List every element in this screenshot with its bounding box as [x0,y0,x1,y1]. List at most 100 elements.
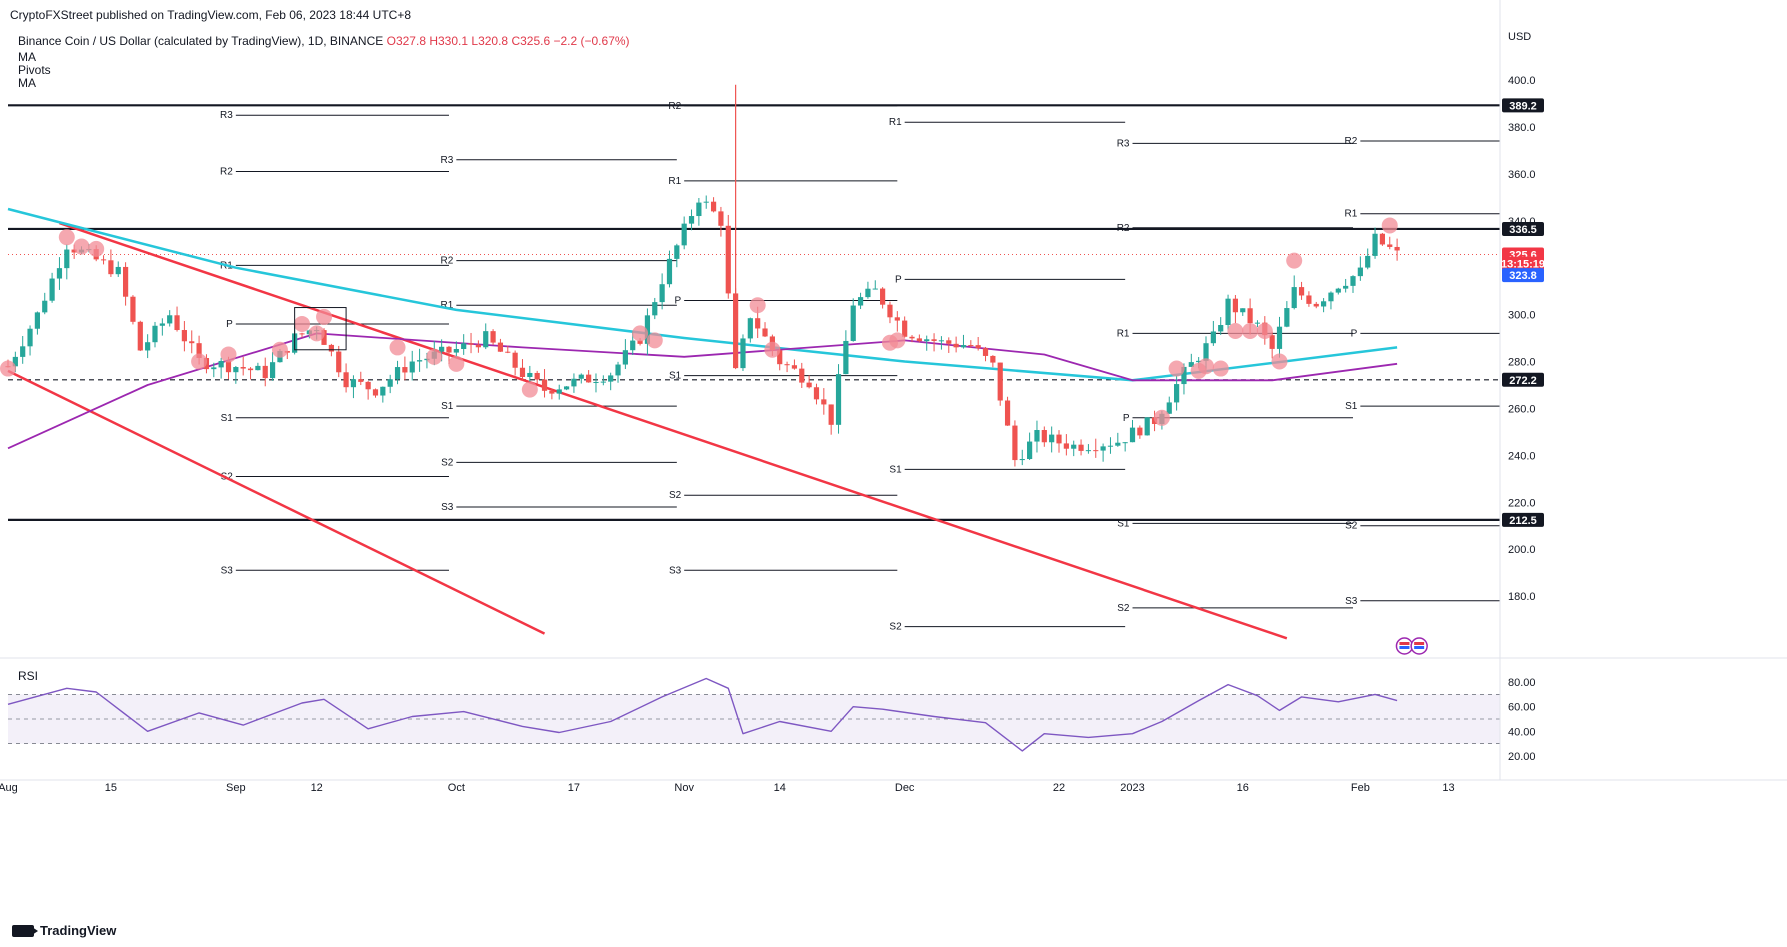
candle-body [718,211,724,226]
time-tick: Dec [895,782,915,794]
candle-body [600,381,606,383]
indicator-pivots[interactable]: Pivots [18,63,51,77]
candle [710,197,717,213]
candle-body [387,379,393,387]
candle-body [343,372,349,388]
price-tick: 300.0 [1508,310,1536,322]
candle-body [225,360,232,373]
indicator-ma-2[interactable]: MA [18,76,36,90]
candle-body [1100,446,1106,451]
pivot-label-s3: S3 [1345,596,1358,607]
candle [409,350,415,381]
touch-marker [1242,323,1259,340]
candle [1085,444,1092,454]
candle [468,332,474,354]
touch-marker [1256,323,1273,340]
candle-body [137,321,143,351]
candle [461,334,467,355]
candle [1269,331,1275,359]
candle-body [652,302,658,316]
candle [27,325,33,356]
candle [1254,320,1261,328]
candle-body [20,346,26,357]
axes-layer: 400.0380.0360.0340.0320.0300.0280.0260.0… [0,0,1787,794]
candle-body [666,258,673,285]
candle [1218,317,1224,335]
candle-body [380,386,386,396]
candle-body [461,343,467,349]
candle-body [1063,443,1069,449]
price-label-text: 389.2 [1509,100,1537,112]
candle [1129,419,1136,443]
candle-body [997,362,1003,401]
touch-marker [1227,323,1244,340]
candle [64,244,70,280]
candle-body [247,368,254,371]
candle [1012,420,1018,467]
candle-body [843,340,849,375]
candle [1071,440,1077,457]
candle [1166,396,1172,415]
candle [1078,439,1084,456]
candle [806,375,812,389]
candle-body [872,288,878,290]
candle-body [1012,425,1018,461]
candle-body [1321,301,1327,307]
pivot-label-p: P [895,274,902,285]
indicator-ma-1[interactable]: MA [18,50,36,64]
candle [1137,425,1143,439]
candle-body [1225,298,1231,326]
candle [1328,291,1334,310]
candle-body [703,201,709,203]
candle [681,216,687,250]
candle-body [637,340,643,344]
candle-body [350,379,357,388]
price-label-bg [1502,256,1544,271]
time-tick: 12 [311,782,323,794]
candle [843,330,849,375]
touch-marker [1168,360,1185,377]
touch-marker [1271,353,1288,370]
candle-body [630,340,636,351]
candle-body [615,364,621,376]
candle [1387,236,1393,250]
candle-body [1291,287,1297,309]
candle-body [1306,295,1312,304]
candles-layer [5,84,1400,467]
pivot-label-s1: S1 [1117,518,1130,529]
candle-body [159,323,165,326]
rsi-line [7,677,1398,752]
time-tick: Nov [674,782,694,794]
candle-body [372,389,379,396]
candle [167,310,173,327]
touch-marker [308,325,325,342]
touch-marker [58,229,75,246]
candle-body [1188,362,1194,367]
candle-body [1284,308,1290,327]
candle-body [1181,366,1187,385]
touch-marker [764,341,781,358]
candle [1174,375,1180,411]
pivot-label-s1: S1 [441,401,454,412]
candle [519,359,526,381]
candle-body [468,343,474,345]
price-tick: 380.0 [1508,122,1536,134]
pivot-label-s3: S3 [669,565,682,576]
candle-body [446,346,452,353]
tradingview-footer[interactable]: TradingView [12,923,116,938]
candle-body [924,339,930,342]
candle-body [850,305,856,341]
candle [1240,308,1246,316]
candle-body [108,260,114,275]
candle [762,322,768,338]
price-label-bg [1502,221,1544,236]
touch-marker [191,353,208,370]
rsi-label[interactable]: RSI [18,669,39,683]
pivot-label-s2: S2 [889,622,902,633]
candle-body [218,360,224,368]
candle [556,384,562,400]
candle-body [71,249,77,253]
candle [1049,426,1055,453]
candle [145,334,151,359]
